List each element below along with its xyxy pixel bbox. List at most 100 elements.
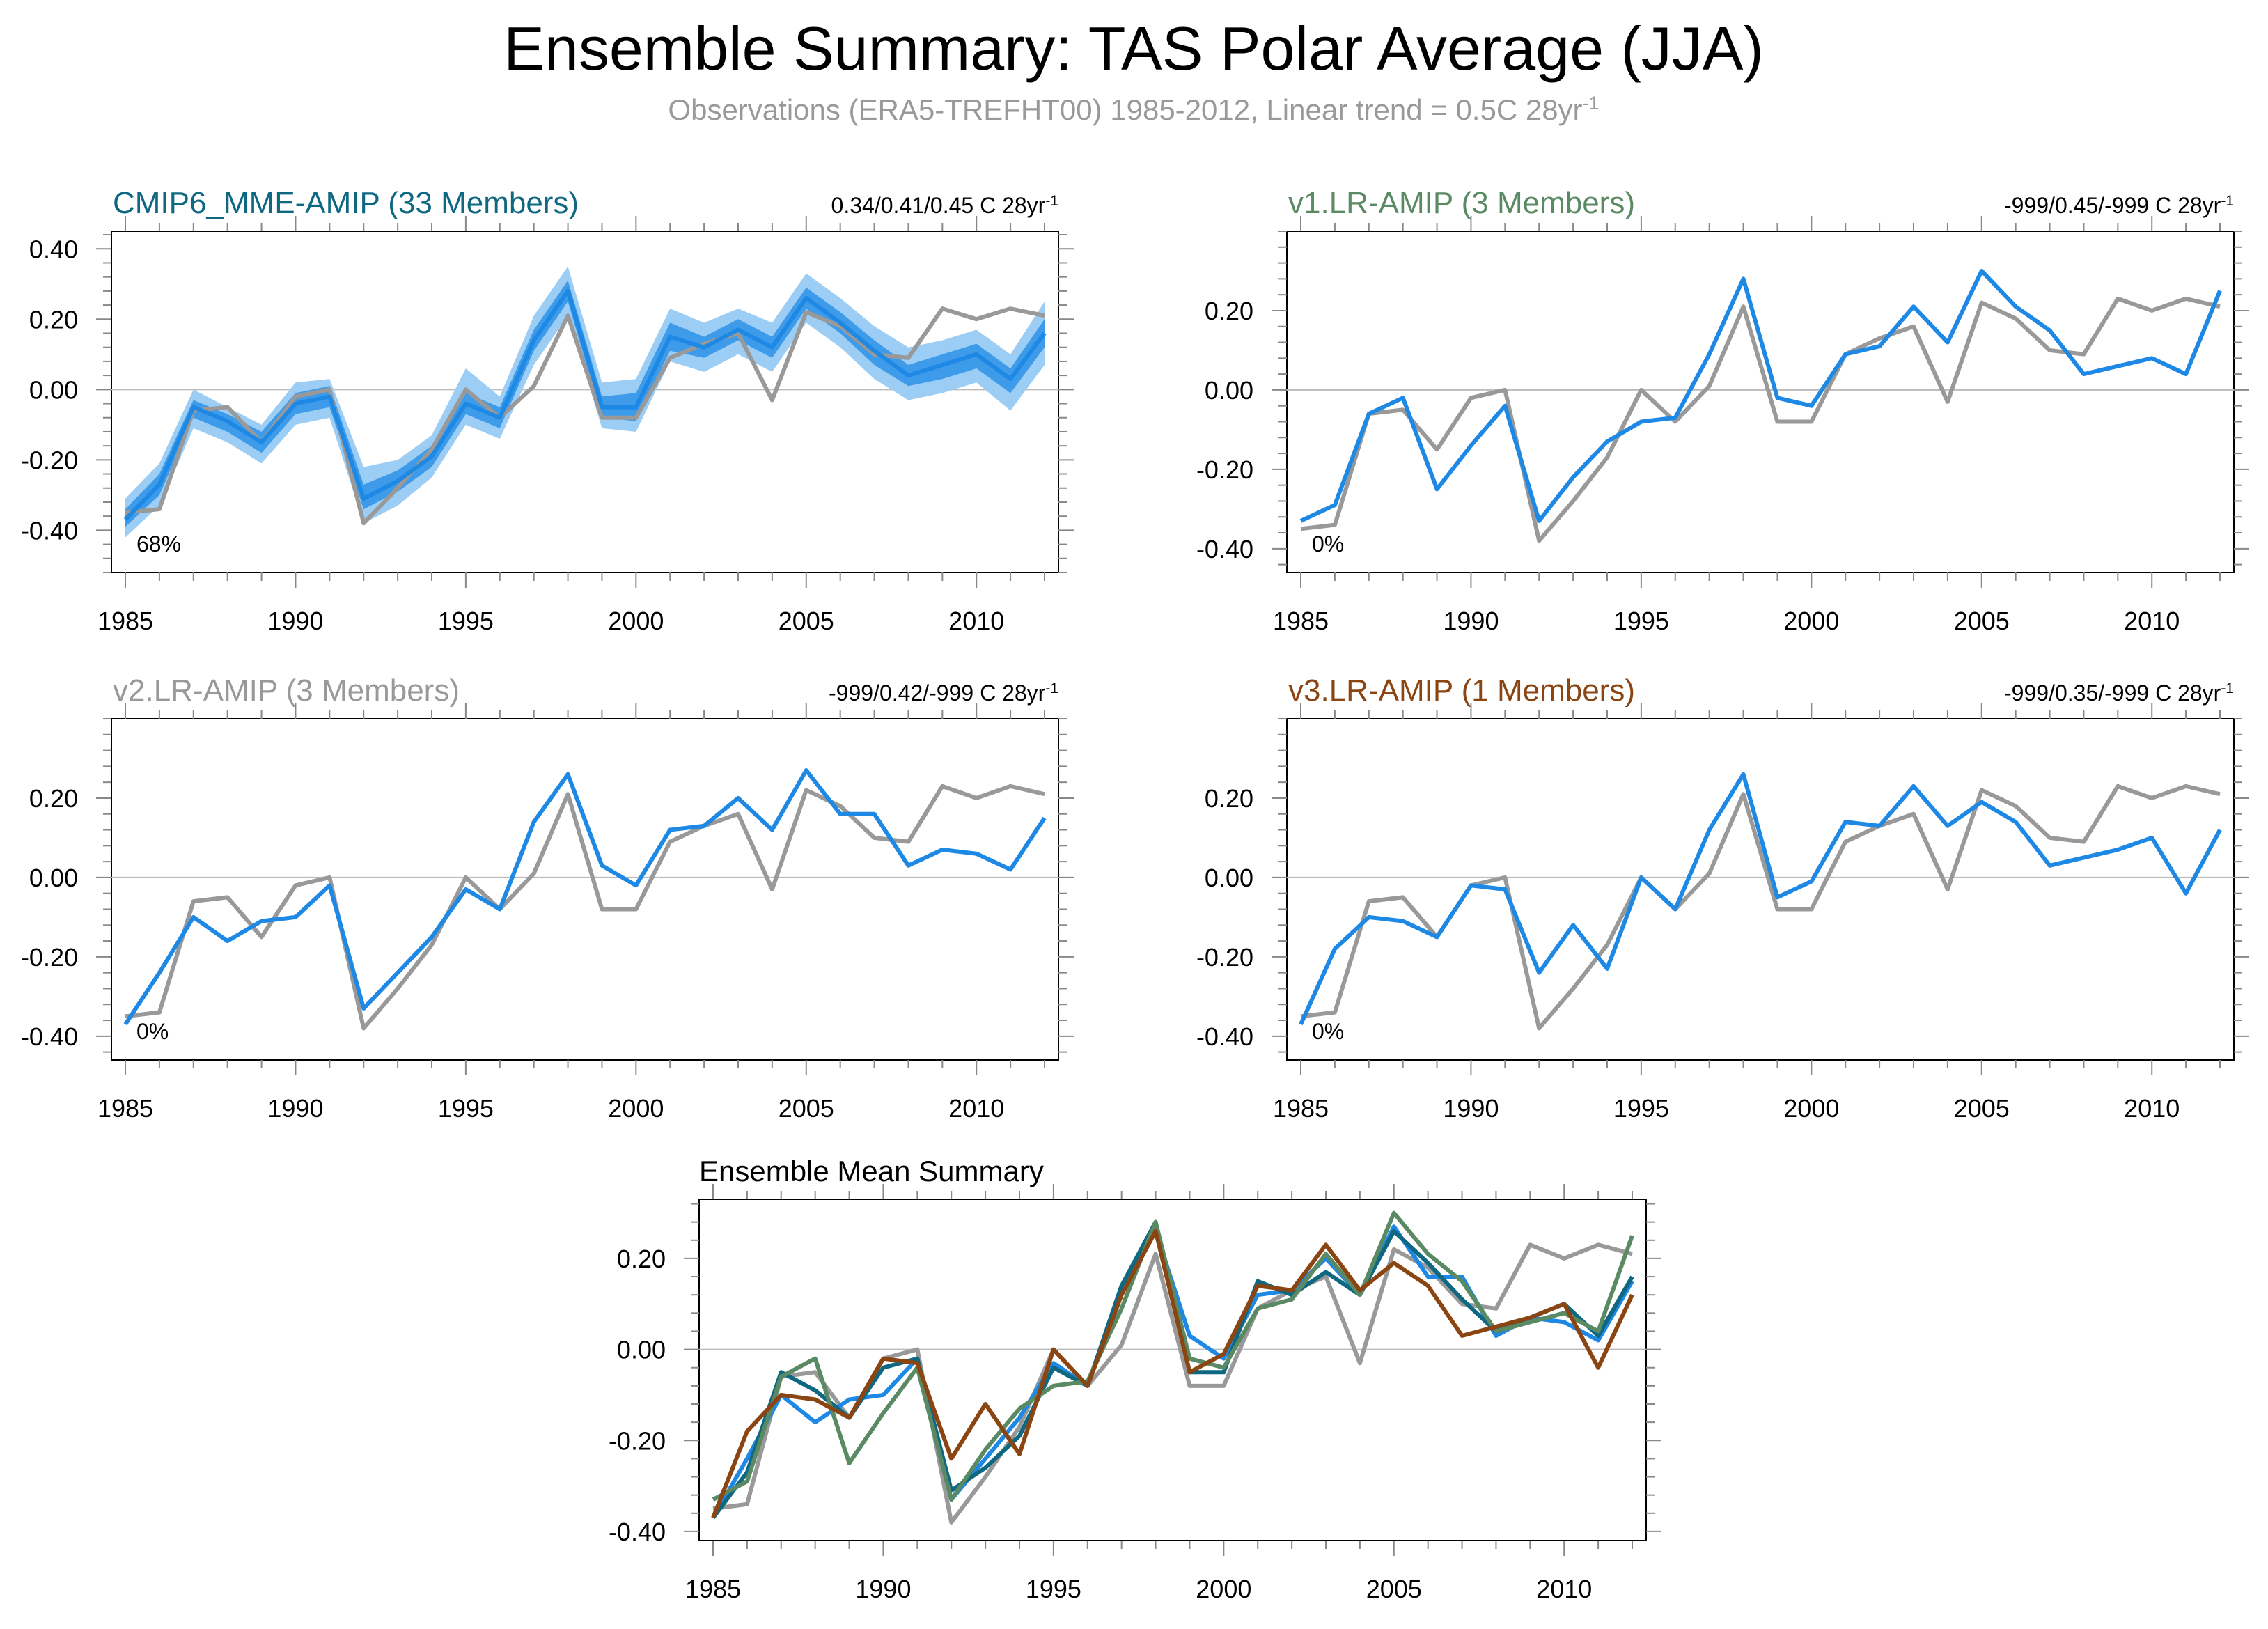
x-tick-label: 1995: [1613, 1094, 1669, 1123]
y-tick-label: 0.00: [617, 1336, 666, 1364]
panel-trend-v3: -999/0.35/-999 C 28yr-1: [2004, 680, 2234, 706]
x-tick-label: 1985: [1273, 607, 1329, 635]
x-tick-label: 2000: [1783, 607, 1839, 635]
y-tick-label: 0.20: [1205, 297, 1253, 325]
y-tick-label: -0.20: [21, 943, 78, 972]
x-tick-label: 2005: [779, 1094, 834, 1123]
x-tick-label: 1990: [267, 607, 323, 635]
x-tick-label: 2005: [779, 607, 834, 635]
trend-superscript: -1: [1045, 193, 1058, 209]
panel-title-v3: v3.LR-AMIP (1 Members): [1288, 673, 1635, 708]
band-outer: [125, 266, 1045, 538]
trend-text: -999/0.45/-999 C 28yr: [2004, 193, 2221, 218]
trend-text: -999/0.35/-999 C 28yr: [2004, 680, 2221, 706]
panel-trend-cmip6: 0.34/0.41/0.45 C 28yr-1: [831, 193, 1058, 219]
x-tick-label: 1985: [97, 607, 153, 635]
y-tick-label: -0.40: [21, 1022, 78, 1051]
trend-text: -999/0.42/-999 C 28yr: [829, 680, 1046, 706]
x-tick-label: 2010: [2124, 607, 2180, 635]
x-tick-label: 1990: [1443, 607, 1499, 635]
x-tick-label: 1990: [267, 1094, 323, 1123]
x-tick-label: 2000: [608, 1094, 664, 1123]
y-tick-label: 0.00: [1205, 376, 1253, 405]
y-tick-label: 0.20: [29, 305, 78, 334]
plot-frame-v1: [1286, 231, 2235, 573]
panel-mean_summary: Ensemble Mean Summary -0.40 -0.20 0.00 0.20 1…: [609, 1155, 1661, 1603]
corner-percent-label: 0%: [1312, 1019, 1344, 1044]
x-tick-label: 2000: [1783, 1094, 1839, 1123]
panel-v2: v2.LR-AMIP (3 Members) -999/0.42/-999 C 2…: [21, 673, 1074, 1123]
y-tick-label: -0.20: [1196, 455, 1253, 484]
trend-superscript: -1: [2221, 193, 2234, 209]
trend-text: 0.34/0.41/0.45 C 28yr: [831, 193, 1046, 218]
figure-title: Ensemble Summary: TAS Polar Average (JJA…: [503, 14, 1764, 83]
y-tick-label: -0.40: [1196, 535, 1253, 563]
x-tick-label: 1985: [685, 1575, 741, 1603]
series-line-title_v3: [711, 1229, 1634, 1519]
panel-v3: v3.LR-AMIP (1 Members) -999/0.35/-999 C 2…: [1196, 673, 2249, 1123]
y-tick-label: 0.20: [29, 784, 78, 813]
corner-percent-label: 68%: [136, 531, 181, 556]
x-tick-label: 2005: [1366, 1575, 1422, 1603]
band-inner: [125, 280, 1045, 527]
x-tick-label: 2010: [2124, 1094, 2180, 1123]
x-tick-label: 1995: [1613, 607, 1669, 635]
ensemble-mean-line: [1299, 268, 2222, 523]
figure-subtitle-text: Observations (ERA5-TREFHT00) 1985-2012, …: [668, 93, 1582, 126]
y-tick-label: 0.00: [29, 864, 78, 892]
plot-frame-cmip6: [111, 231, 1059, 573]
x-tick-label: 1995: [438, 1094, 494, 1123]
corner-percent-label: 0%: [136, 1019, 169, 1044]
plot-frame-v3: [1286, 718, 2235, 1061]
observations-line: [125, 306, 1045, 526]
y-tick-label: 0.40: [29, 235, 78, 263]
y-tick-label: -0.20: [1196, 943, 1253, 972]
panel-trend-v2: -999/0.42/-999 C 28yr-1: [829, 680, 1058, 706]
x-tick-label: 1995: [1026, 1575, 1081, 1603]
panel-cmip6: CMIP6_MME-AMIP (33 Members) 0.34/0.41/0.4…: [21, 186, 1074, 635]
x-tick-label: 1995: [438, 607, 494, 635]
figure-subtitle-superscript: -1: [1583, 93, 1600, 114]
panel-title-v2: v2.LR-AMIP (3 Members): [113, 673, 460, 708]
x-tick-label: 1990: [855, 1575, 911, 1603]
x-tick-label: 2000: [1196, 1575, 1251, 1603]
x-tick-label: 2010: [1536, 1575, 1592, 1603]
y-tick-label: -0.20: [21, 446, 78, 474]
series-line-model: [711, 1224, 1634, 1519]
y-tick-label: -0.40: [609, 1518, 666, 1546]
plot-frame-mean_summary: [698, 1199, 1647, 1541]
observations-line: [1300, 784, 2221, 1031]
x-tick-label: 2010: [948, 607, 1004, 635]
series-line-title_cmip6: [711, 1219, 1634, 1520]
x-tick-label: 1985: [1273, 1094, 1329, 1123]
panel-title-cmip6: CMIP6_MME-AMIP (33 Members): [113, 186, 579, 220]
trend-superscript: -1: [2221, 680, 2234, 696]
y-tick-label: -0.40: [1196, 1022, 1253, 1051]
plot-frame-v2: [111, 718, 1059, 1061]
x-tick-label: 2010: [948, 1094, 1004, 1123]
ensemble-mean-line: [1299, 772, 2222, 1025]
x-tick-label: 2000: [608, 607, 664, 635]
panel-trend-v1: -999/0.45/-999 C 28yr-1: [2004, 193, 2234, 219]
panel-v1: v1.LR-AMIP (3 Members) -999/0.45/-999 C 2…: [1196, 186, 2249, 635]
ensemble-mean-line: [123, 288, 1047, 522]
corner-percent-label: 0%: [1312, 531, 1344, 556]
y-tick-label: 0.20: [617, 1245, 666, 1273]
figure-subtitle: Observations (ERA5-TREFHT00) 1985-2012, …: [668, 93, 1599, 126]
x-tick-label: 2005: [1954, 1094, 2010, 1123]
series-line-title_v1: [712, 1210, 1634, 1502]
y-tick-label: -0.20: [609, 1426, 666, 1455]
y-tick-label: 0.00: [1205, 864, 1253, 892]
y-tick-label: 0.20: [1205, 784, 1253, 813]
y-tick-label: -0.40: [21, 516, 78, 545]
y-tick-label: 0.00: [29, 375, 78, 404]
x-tick-label: 1985: [97, 1094, 153, 1123]
panels-container: CMIP6_MME-AMIP (33 Members) 0.34/0.41/0.4…: [21, 186, 2249, 1603]
panel-title-v1: v1.LR-AMIP (3 Members): [1288, 186, 1635, 220]
x-tick-label: 2005: [1954, 607, 2010, 635]
ensemble-mean-line: [123, 768, 1047, 1026]
panel-title-mean_summary: Ensemble Mean Summary: [699, 1155, 1044, 1187]
x-tick-label: 1990: [1443, 1094, 1499, 1123]
trend-superscript: -1: [1045, 680, 1058, 696]
